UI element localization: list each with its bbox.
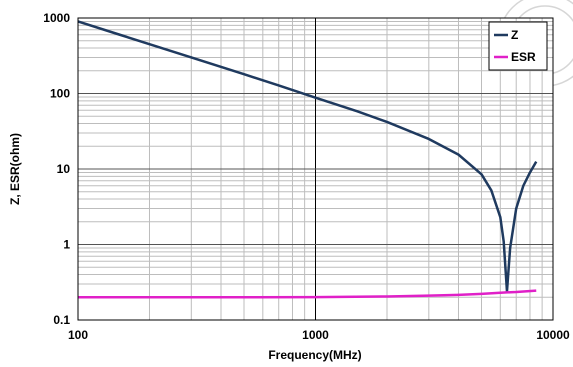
y-tick-label: 0.1 [53,313,70,327]
y-tick-labels: 1000 100 10 1 0.1 [43,11,70,327]
x-tick-label: 100 [68,328,88,342]
x-tick-label: 1000 [302,328,329,342]
y-tick-label: 1 [63,238,70,252]
x-tick-label: 10000 [536,328,570,342]
series-line-z [77,20,538,293]
legend: Z ESR [488,21,548,71]
x-tick-labels: 100 1000 10000 [68,328,570,342]
y-tick-label: 100 [50,87,70,101]
legend-box [488,21,548,71]
series-lines [77,20,538,299]
legend-label-esr: ESR [511,50,536,64]
y-tick-label: 1000 [43,11,70,25]
y-axis-title: Z, ESR(ohm) [8,133,22,205]
plot-border [77,17,554,321]
y-tick-label: 10 [57,162,71,176]
legend-label-z: Z [511,28,518,42]
x-axis-title: Frequency(MHz) [268,348,361,362]
series-line-esr [78,289,537,299]
